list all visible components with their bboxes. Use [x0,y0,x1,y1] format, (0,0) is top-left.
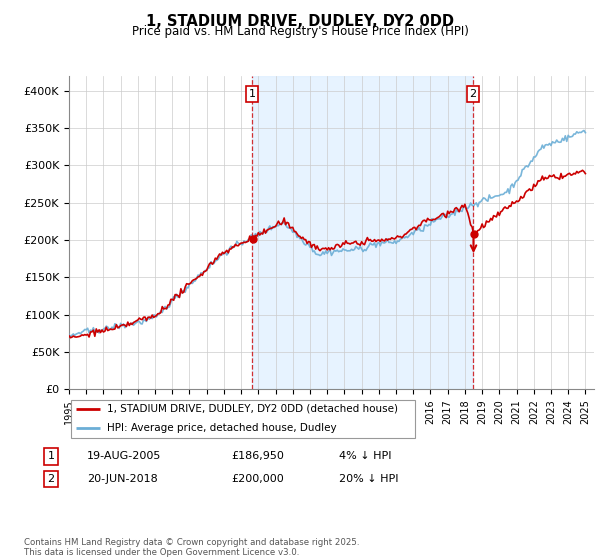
Text: HPI: Average price, detached house, Dudley: HPI: Average price, detached house, Dudl… [107,423,337,433]
Text: 4% ↓ HPI: 4% ↓ HPI [339,451,391,461]
FancyBboxPatch shape [71,400,415,437]
Text: 1: 1 [248,89,256,99]
Text: 1, STADIUM DRIVE, DUDLEY, DY2 0DD: 1, STADIUM DRIVE, DUDLEY, DY2 0DD [146,14,454,29]
Text: 19-AUG-2005: 19-AUG-2005 [87,451,161,461]
Text: 2: 2 [469,89,476,99]
Text: 20% ↓ HPI: 20% ↓ HPI [339,474,398,484]
Text: £200,000: £200,000 [231,474,284,484]
Text: Price paid vs. HM Land Registry's House Price Index (HPI): Price paid vs. HM Land Registry's House … [131,25,469,38]
Text: £186,950: £186,950 [231,451,284,461]
Bar [252,76,473,389]
Text: 1: 1 [47,451,55,461]
Text: 20-JUN-2018: 20-JUN-2018 [87,474,158,484]
Text: Contains HM Land Registry data © Crown copyright and database right 2025.
This d: Contains HM Land Registry data © Crown c… [24,538,359,557]
Text: 2: 2 [47,474,55,484]
Text: 1, STADIUM DRIVE, DUDLEY, DY2 0DD (detached house): 1, STADIUM DRIVE, DUDLEY, DY2 0DD (detac… [107,404,398,414]
